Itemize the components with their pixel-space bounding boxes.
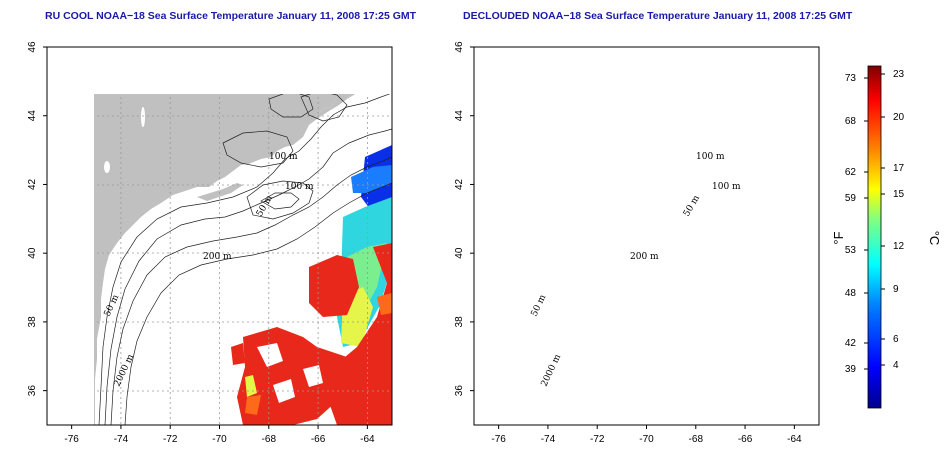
lat-tick-label: 44 (454, 110, 465, 122)
celsius-tick-label: 4 (893, 360, 899, 371)
fahrenheit-unit-label: °F (831, 231, 846, 244)
lat-tick-label: 36 (27, 385, 38, 397)
fahrenheit-tick-label: 62 (845, 167, 857, 178)
contour-label-50m-a: 50 m (682, 193, 702, 218)
lat-tick-label: 38 (454, 316, 465, 328)
sst-data-raw (231, 145, 392, 425)
lon-tick-label: -70 (639, 434, 654, 445)
lat-tick-label: 40 (454, 247, 465, 259)
celsius-tick-label: 12 (893, 241, 905, 252)
lon-tick-label: -64 (787, 434, 802, 445)
lon-tick-label: -76 (491, 434, 506, 445)
colorbar-gradient (867, 65, 882, 409)
celsius-tick-label: 20 (893, 112, 905, 123)
lon-tick-label: -72 (163, 434, 178, 445)
lat-tick-label: 44 (27, 110, 38, 122)
contour-label-100m-a: 100 m (269, 152, 298, 162)
panel-title-raw: RU COOL NOAA−18 Sea Surface Temperature … (45, 10, 417, 22)
contour-label-100m-b: 100 m (285, 182, 314, 192)
lat-tick-label: 46 (454, 41, 465, 53)
celsius-tick-label: 15 (893, 189, 905, 200)
contour-label-100m-a: 100 m (696, 152, 725, 162)
fahrenheit-tick-label: 53 (845, 245, 857, 256)
lon-tick-label: -68 (689, 434, 704, 445)
fahrenheit-tick-label: 48 (845, 288, 857, 299)
map-panel-declouded: 100 m 100 m 50 m 200 m 50 m 2000 m -76 -7… (454, 41, 820, 445)
lon-tick-label: -74 (114, 434, 129, 445)
colorbar: 73 68 62 59 53 48 42 39 23 20 17 15 12 9 6 4 °F °C (831, 65, 942, 409)
lat-tick-label: 36 (454, 385, 465, 397)
lon-tick-label: -76 (64, 434, 79, 445)
map-panel-raw: 100 m 100 m 50 m 200 m 50 m 2000 m -76 -7… (27, 41, 393, 445)
contour-label-100m-b: 100 m (712, 182, 741, 192)
lat-tick-label: 38 (27, 316, 38, 328)
panel-title-declouded: DECLOUDED NOAA−18 Sea Surface Temperatur… (463, 10, 853, 22)
celsius-unit-label: °C (927, 231, 942, 246)
lon-tick-label: -70 (212, 434, 227, 445)
lat-tick-label: 46 (27, 41, 38, 53)
contour-label-2000m: 2000 m (540, 353, 564, 389)
lon-tick-label: -66 (311, 434, 326, 445)
contour-label-200m: 200 m (630, 252, 659, 262)
fahrenheit-tick-label: 42 (845, 338, 857, 349)
lat-tick-label: 40 (27, 247, 38, 259)
celsius-tick-label: 9 (893, 284, 899, 295)
axis-ticks-raw: -76 -74 -72 -70 -68 -66 -64 36 38 40 42 44 46 (27, 41, 375, 445)
lat-tick-label: 42 (27, 178, 38, 190)
fahrenheit-tick-label: 68 (845, 116, 857, 127)
fahrenheit-tick-label: 39 (845, 364, 857, 375)
lon-tick-label: -74 (541, 434, 556, 445)
lon-tick-label: -72 (590, 434, 605, 445)
contour-label-50m-b: 50 m (530, 293, 549, 318)
fahrenheit-tick-label: 59 (845, 193, 857, 204)
lat-tick-label: 42 (454, 178, 465, 190)
contour-labels-declouded: 100 m 100 m 50 m 200 m 50 m 2000 m (530, 152, 741, 388)
lon-tick-label: -64 (360, 434, 375, 445)
fahrenheit-tick-label: 73 (845, 73, 857, 84)
celsius-tick-label: 17 (893, 163, 905, 174)
lon-tick-label: -66 (738, 434, 753, 445)
celsius-tick-label: 6 (893, 334, 899, 345)
celsius-tick-label: 23 (893, 69, 905, 80)
lon-tick-label: -68 (262, 434, 277, 445)
axis-ticks-declouded: -76 -74 -72 -70 -68 -66 -64 36 38 40 42 44 46 (454, 41, 802, 445)
contour-label-200m: 200 m (203, 252, 232, 262)
map-frame-declouded (473, 46, 820, 426)
